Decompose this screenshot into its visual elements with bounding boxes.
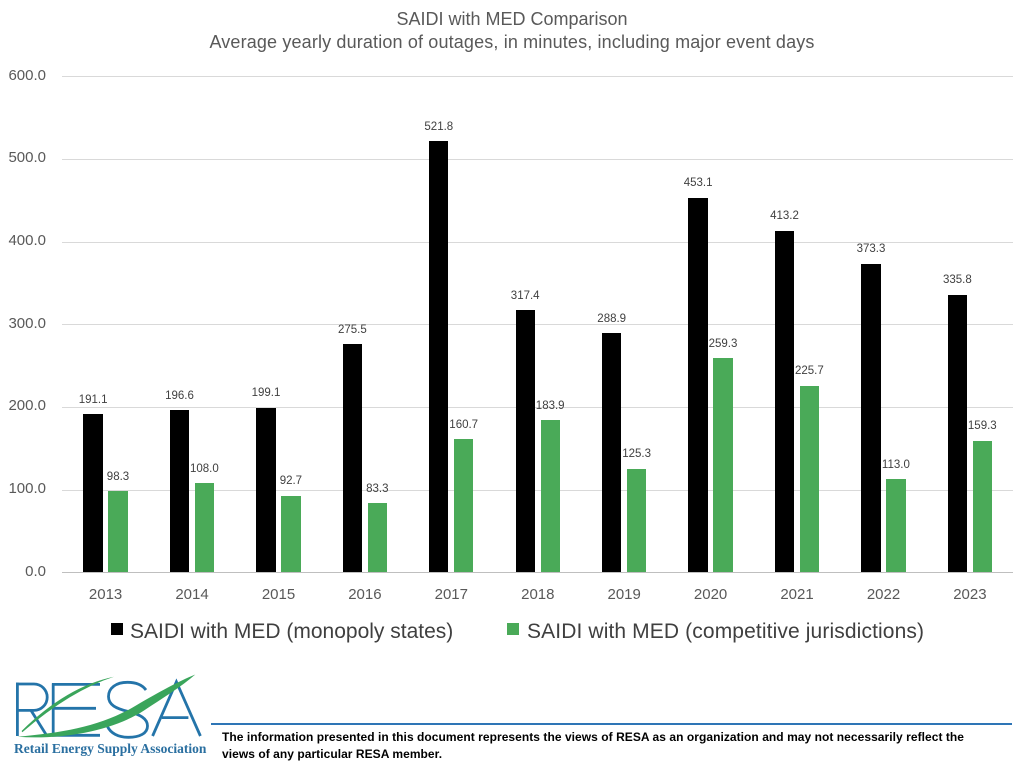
- svg-text:Retail Energy Supply Associati: Retail Energy Supply Association: [14, 741, 207, 756]
